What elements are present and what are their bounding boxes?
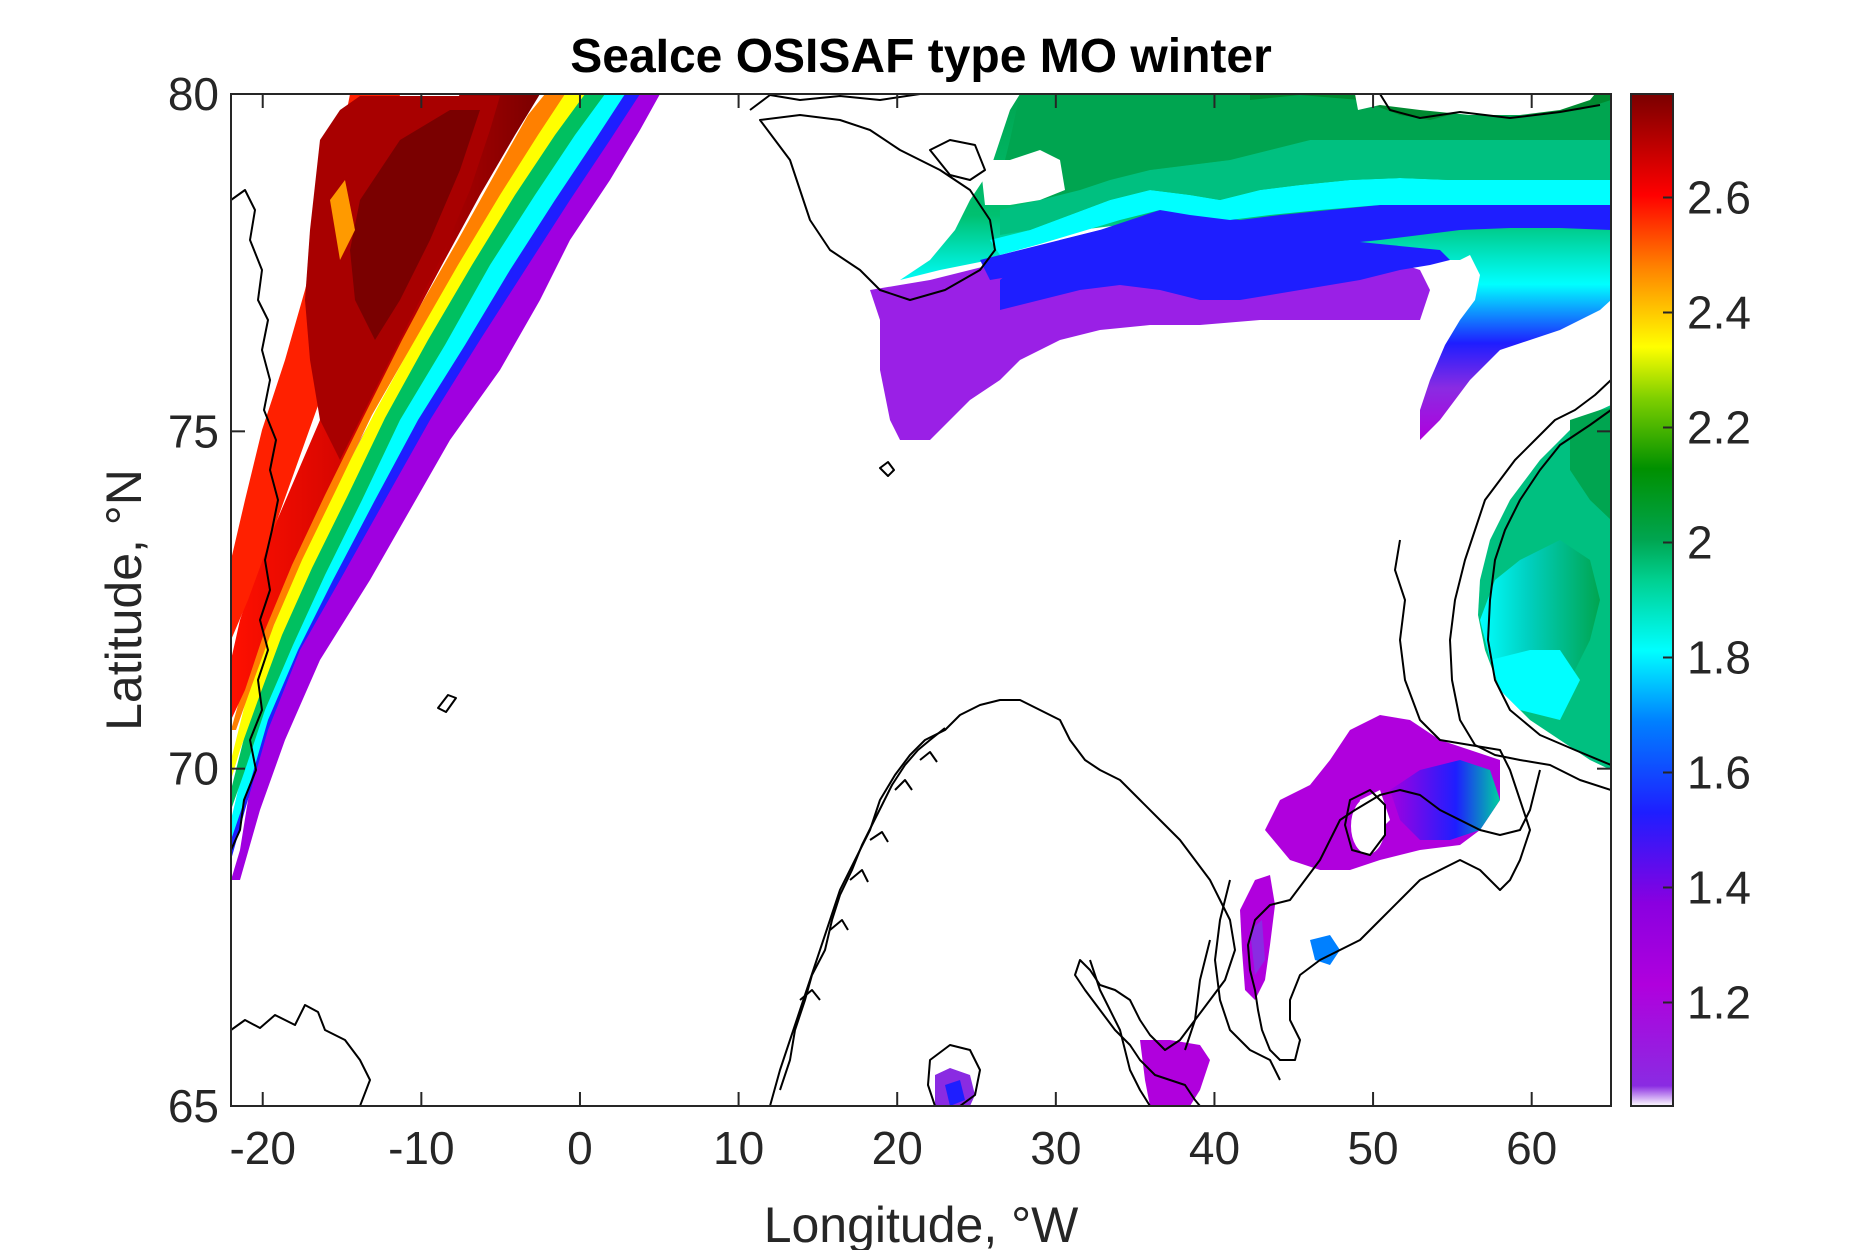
x-tick-label: 10 <box>713 1122 764 1174</box>
coastline-baltic-island <box>927 1044 981 1106</box>
sea-ice-field <box>231 94 1611 1106</box>
colorbar-tick-label: 2.2 <box>1687 402 1751 454</box>
coastline-jan-mayen <box>437 694 457 713</box>
coastline-greenland-south <box>231 1004 371 1106</box>
y-axis-label: Latitude, °N <box>96 469 152 731</box>
coastline-novaya-zemlya <box>1449 379 1611 791</box>
x-tick-label: -20 <box>229 1122 295 1174</box>
plot-area <box>230 93 1612 1107</box>
colorbar-tick-label: 2.6 <box>1687 172 1751 224</box>
colorbar-tick-label: 1.4 <box>1687 862 1751 914</box>
ice-region-kara <box>1478 405 1611 770</box>
ice-region-barents-north <box>870 94 1611 440</box>
ice-region-bothnia <box>935 1040 1210 1106</box>
chart-title: SeaIce OSISAF type MO winter <box>570 30 1272 83</box>
coastline-greenland <box>231 189 279 851</box>
ice-region-greenland <box>231 94 660 880</box>
colorbar: 1.2 1.4 1.6 1.8 2 2.2 2.4 2.6 <box>1630 93 1751 1107</box>
x-tick-label: 20 <box>872 1122 923 1174</box>
coastlines <box>231 94 1611 1106</box>
x-axis-label: Longitude, °W <box>764 1197 1079 1250</box>
coastline-gulf-bothnia <box>1089 959 1151 1106</box>
x-tick-label: 30 <box>1030 1122 1081 1174</box>
ice-region-white-sea <box>1240 875 1340 1000</box>
x-tick-label: 50 <box>1347 1122 1398 1174</box>
colorbar-gradient <box>1630 93 1674 1107</box>
coastline-franz-josef <box>1379 94 1601 119</box>
x-tick-label: 0 <box>567 1122 593 1174</box>
coastline-kolguev <box>1344 789 1386 856</box>
x-tick-label: 60 <box>1506 1122 1557 1174</box>
coastline-russia-north <box>1247 539 1541 1061</box>
colorbar-tick-label: 2.4 <box>1687 287 1751 339</box>
colorbar-tick-label: 1.6 <box>1687 747 1751 799</box>
y-tick-label: 75 <box>168 405 219 457</box>
coastline-norway-fjords <box>779 727 946 1091</box>
x-axis: -20 -10 0 10 20 30 40 50 60 <box>229 94 1557 1174</box>
colorbar-tick-label: 1.8 <box>1687 632 1751 684</box>
ice-region-pechora <box>1265 715 1500 870</box>
coastline-svalbard <box>749 94 996 301</box>
y-tick-label: 70 <box>168 743 219 795</box>
colorbar-ticks: 1.2 1.4 1.6 1.8 2 2.2 2.4 2.6 <box>1663 172 1751 1029</box>
plot-frame <box>230 93 1612 1107</box>
colorbar-tick-label: 1.2 <box>1687 977 1751 1029</box>
y-axis: 65 70 75 80 <box>168 68 1611 1132</box>
x-tick-label: -10 <box>388 1122 454 1174</box>
x-tick-label: 40 <box>1189 1122 1240 1174</box>
coastline-bear-island <box>879 461 895 477</box>
colorbar-tick-label: 2 <box>1687 517 1713 569</box>
y-tick-label: 65 <box>168 1080 219 1132</box>
coastline-white-sea <box>1184 879 1281 1081</box>
y-tick-label: 80 <box>168 68 219 120</box>
